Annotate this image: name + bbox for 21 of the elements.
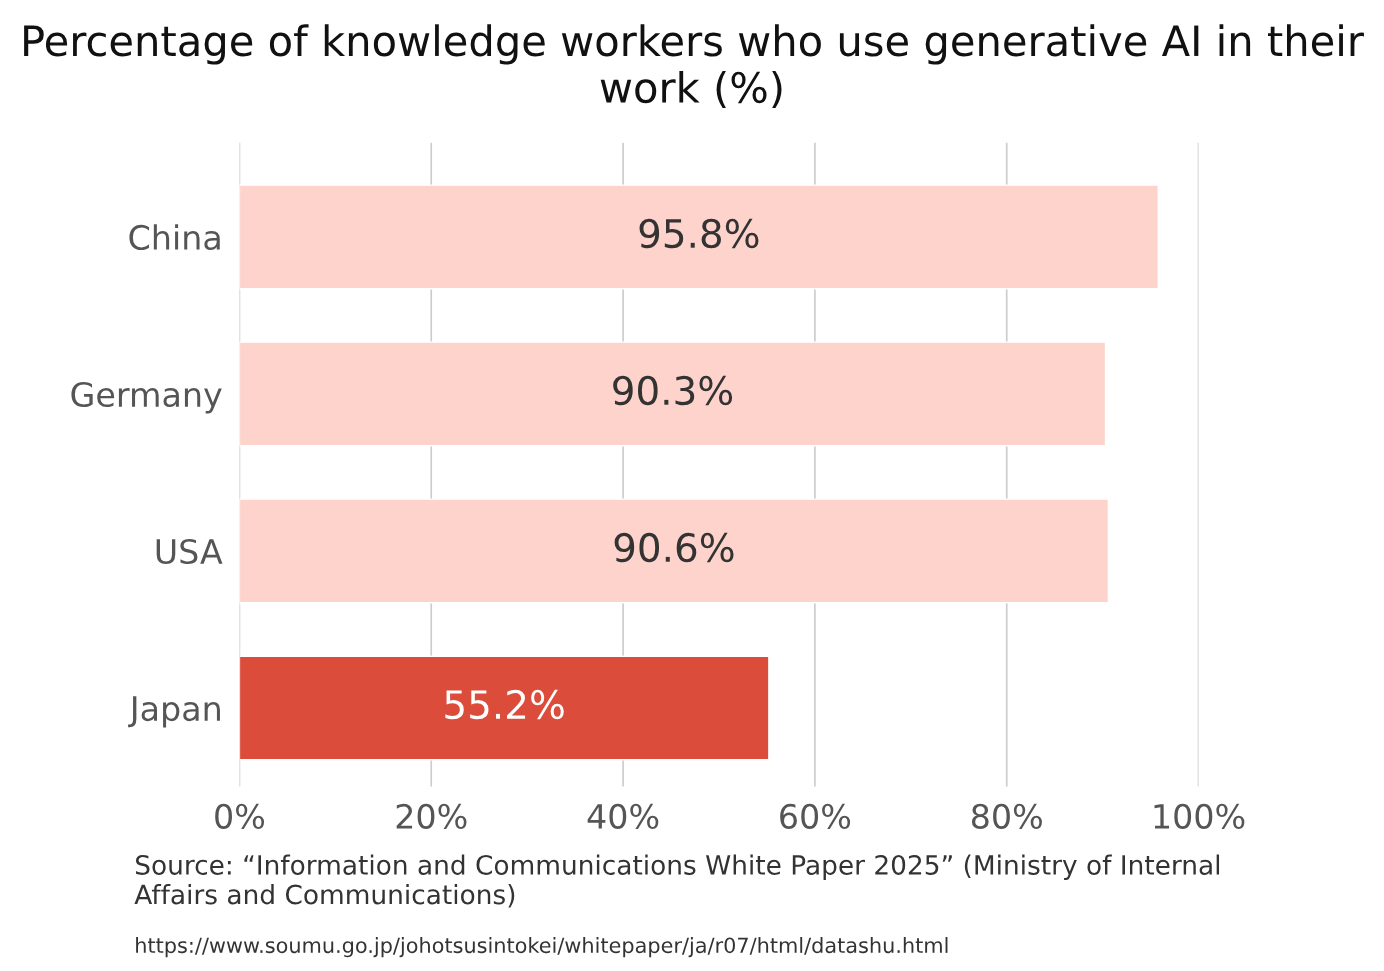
y-tick-label: USA [156,538,223,565]
y-tick-label: Germany [71,381,222,414]
text: https://www.soumu.go.jp/johotsusintokei/whitepaper/ja/r07/html/datashu.html [136,937,948,958]
x-tick-label: 20% [396,803,467,829]
y-tick-label: China [129,224,220,251]
source-note: Source: “Information and Communications White Paper 2025” (Ministry of Internal Affairs and Communications) [134,854,1220,908]
x-tick-label: 80% [971,803,1042,829]
x-tick-label: 60% [780,803,851,829]
x-tick-label: 100% [1154,803,1245,829]
y-tick-label: Japan [128,696,220,728]
data-label: 95.8% [639,218,759,249]
data-label: 90.6% [614,532,734,563]
bar [239,498,1110,604]
bar [239,655,770,761]
bar [239,341,1107,447]
data-label: 90.3% [613,375,733,406]
data-label: 55.2% [445,689,564,720]
bar [239,184,1159,290]
x-tick-label: 40% [587,803,659,829]
x-tick-label: 0% [215,803,265,829]
chart-title: Percentage of knowledge workers who use generative AI in their work (%) [24,24,1364,109]
